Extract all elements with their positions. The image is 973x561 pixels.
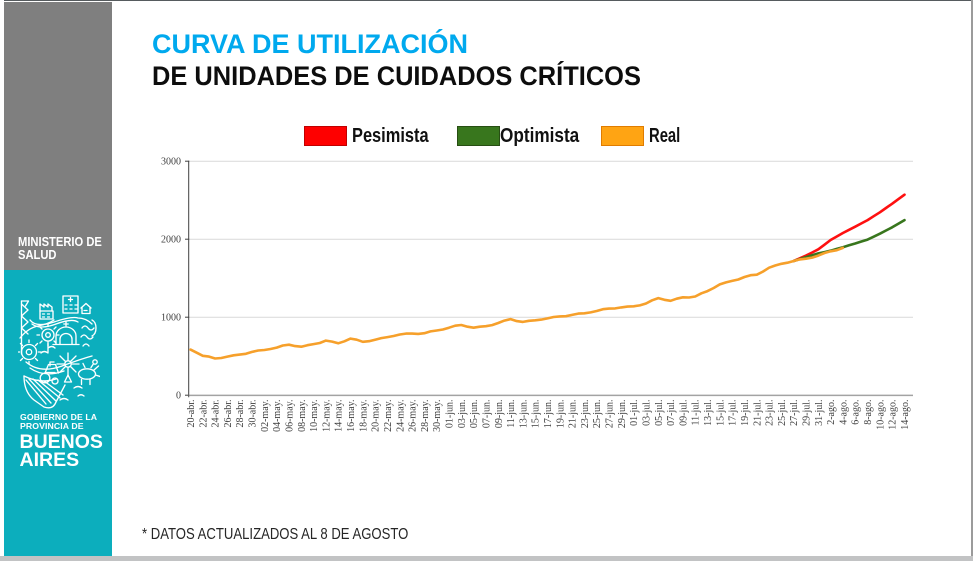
svg-text:4-ago.: 4-ago. — [838, 400, 849, 425]
svg-text:2000: 2000 — [161, 235, 181, 246]
svg-text:09-jul.: 09-jul. — [678, 400, 689, 426]
svg-text:31-jul.: 31-jul. — [814, 400, 825, 426]
svg-text:19-jun.: 19-jun. — [555, 400, 566, 429]
svg-text:01-jul.: 01-jul. — [629, 400, 640, 426]
svg-text:8-ago.: 8-ago. — [863, 400, 874, 425]
svg-text:2-ago.: 2-ago. — [826, 400, 837, 425]
svg-text:14-may.: 14-may. — [334, 400, 345, 432]
svg-text:20-may.: 20-may. — [371, 400, 382, 432]
svg-text:29-jul.: 29-jul. — [802, 400, 813, 426]
svg-text:05-jun.: 05-jun. — [469, 400, 480, 429]
svg-text:26-abr.: 26-abr. — [223, 400, 234, 428]
svg-text:30-may.: 30-may. — [432, 400, 443, 432]
svg-text:28-may.: 28-may. — [420, 400, 431, 432]
svg-text:03-jul.: 03-jul. — [642, 400, 653, 426]
svg-text:3000: 3000 — [161, 157, 181, 168]
svg-text:29-jun.: 29-jun. — [617, 400, 628, 429]
svg-text:05-jul.: 05-jul. — [654, 400, 665, 426]
svg-text:0: 0 — [176, 391, 181, 402]
svg-text:04-may.: 04-may. — [272, 400, 283, 432]
svg-text:10-ago.: 10-ago. — [875, 400, 886, 430]
svg-text:01-jun.: 01-jun. — [445, 400, 456, 429]
svg-text:13-jun.: 13-jun. — [518, 400, 529, 429]
svg-text:07-jun.: 07-jun. — [481, 400, 492, 429]
svg-text:28-abr.: 28-abr. — [235, 400, 246, 428]
svg-text:12-ago.: 12-ago. — [888, 400, 899, 430]
svg-text:27-jun.: 27-jun. — [605, 400, 616, 429]
svg-text:08-may.: 08-may. — [297, 400, 308, 432]
svg-text:11-jun.: 11-jun. — [506, 400, 517, 428]
svg-text:15-jul.: 15-jul. — [715, 400, 726, 426]
svg-text:03-jun.: 03-jun. — [457, 400, 468, 429]
svg-text:23-jun.: 23-jun. — [580, 400, 591, 429]
svg-text:24-abr.: 24-abr. — [211, 400, 222, 428]
svg-text:13-jul.: 13-jul. — [703, 400, 714, 426]
svg-text:07-jul.: 07-jul. — [666, 400, 677, 426]
svg-text:12-may.: 12-may. — [321, 400, 332, 432]
svg-text:10-may.: 10-may. — [309, 400, 320, 432]
svg-text:02-may.: 02-may. — [260, 400, 271, 432]
svg-text:17-jun.: 17-jun. — [543, 400, 554, 429]
svg-text:26-may.: 26-may. — [408, 400, 419, 432]
svg-text:21-jun.: 21-jun. — [568, 400, 579, 429]
svg-text:1000: 1000 — [161, 313, 181, 324]
svg-text:11-jul.: 11-jul. — [691, 400, 702, 426]
svg-text:24-may.: 24-may. — [395, 400, 406, 432]
svg-text:06-may.: 06-may. — [285, 400, 296, 432]
svg-text:15-jun.: 15-jun. — [531, 400, 542, 429]
svg-text:22-abr.: 22-abr. — [198, 400, 209, 428]
svg-text:20-abr.: 20-abr. — [186, 400, 197, 428]
svg-text:09-jun.: 09-jun. — [494, 400, 505, 429]
svg-text:22-may.: 22-may. — [383, 400, 394, 432]
svg-text:18-may.: 18-may. — [358, 400, 369, 432]
svg-text:14-ago.: 14-ago. — [900, 400, 911, 430]
svg-text:21-jul.: 21-jul. — [752, 400, 763, 426]
svg-text:19-jul.: 19-jul. — [740, 400, 751, 426]
svg-text:6-ago.: 6-ago. — [851, 400, 862, 425]
svg-text:30-abr.: 30-abr. — [248, 400, 259, 428]
svg-text:17-jul.: 17-jul. — [728, 400, 739, 426]
svg-text:23-jul.: 23-jul. — [765, 400, 776, 426]
svg-text:16-may.: 16-may. — [346, 400, 357, 432]
svg-text:27-jul.: 27-jul. — [789, 400, 800, 426]
svg-text:25-jun.: 25-jun. — [592, 400, 603, 429]
svg-text:25-jul.: 25-jul. — [777, 400, 788, 426]
